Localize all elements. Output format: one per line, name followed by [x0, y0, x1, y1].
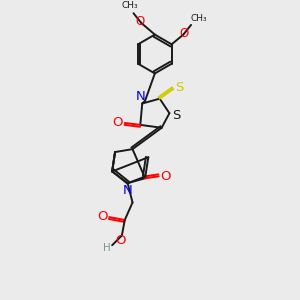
- Text: S: S: [172, 109, 180, 122]
- Text: N: N: [135, 90, 145, 103]
- Text: S: S: [175, 80, 183, 94]
- Text: O: O: [180, 27, 189, 40]
- Text: N: N: [123, 184, 133, 197]
- Text: CH₃: CH₃: [121, 1, 138, 10]
- Text: O: O: [113, 116, 123, 129]
- Text: O: O: [160, 170, 171, 183]
- Text: CH₃: CH₃: [190, 14, 207, 22]
- Text: O: O: [116, 234, 126, 247]
- Text: O: O: [136, 16, 145, 28]
- Text: H: H: [103, 243, 111, 253]
- Text: O: O: [97, 210, 108, 223]
